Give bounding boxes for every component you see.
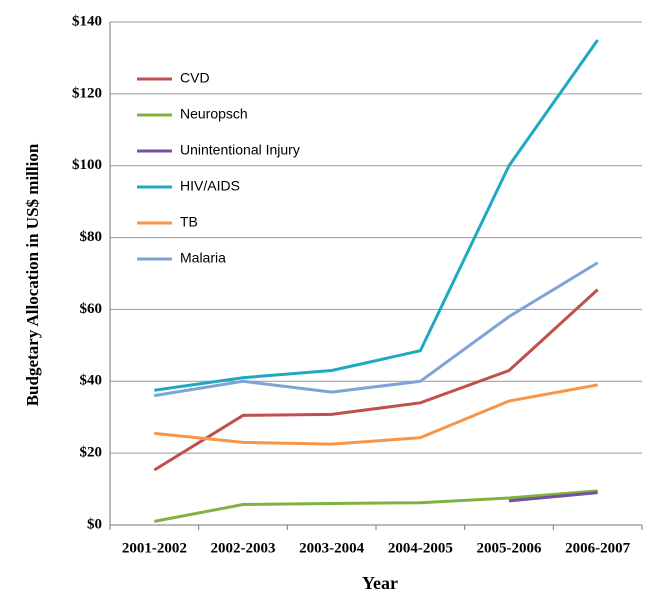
legend-label: CVD [180,70,210,86]
x-tick-label: 2005-2006 [477,540,542,556]
series-line [154,383,598,446]
legend-label: Malaria [180,250,226,266]
y-tick-label: $140 [72,13,102,29]
x-tick-label: 2001-2002 [122,540,187,556]
x-tick-label: 2003-2004 [299,540,364,556]
x-tick-label: 2002-2003 [211,540,276,556]
x-tick-label: 2006-2007 [565,540,630,556]
y-tick-label: $0 [87,516,102,532]
series-line [154,39,599,392]
legend-label: Neuropsch [180,106,248,122]
legend-label: HIV/AIDS [180,178,240,194]
legend-label: TB [180,214,198,230]
x-tick-label: 2004-2005 [388,540,453,556]
series-line [153,288,599,472]
y-tick-label: $120 [72,85,102,101]
x-axis-title: Year [362,573,398,593]
series-line [154,261,599,398]
y-tick-label: $40 [80,373,103,389]
y-tick-label: $80 [80,229,103,245]
legend-label: Unintentional Injury [180,142,300,158]
series-line [154,489,598,523]
y-tick-label: $100 [72,157,102,173]
y-axis-title: Budgetary Allocation in US$ million [23,143,42,406]
y-tick-label: $20 [80,445,103,461]
y-tick-label: $60 [80,301,103,317]
series-line [508,491,598,503]
